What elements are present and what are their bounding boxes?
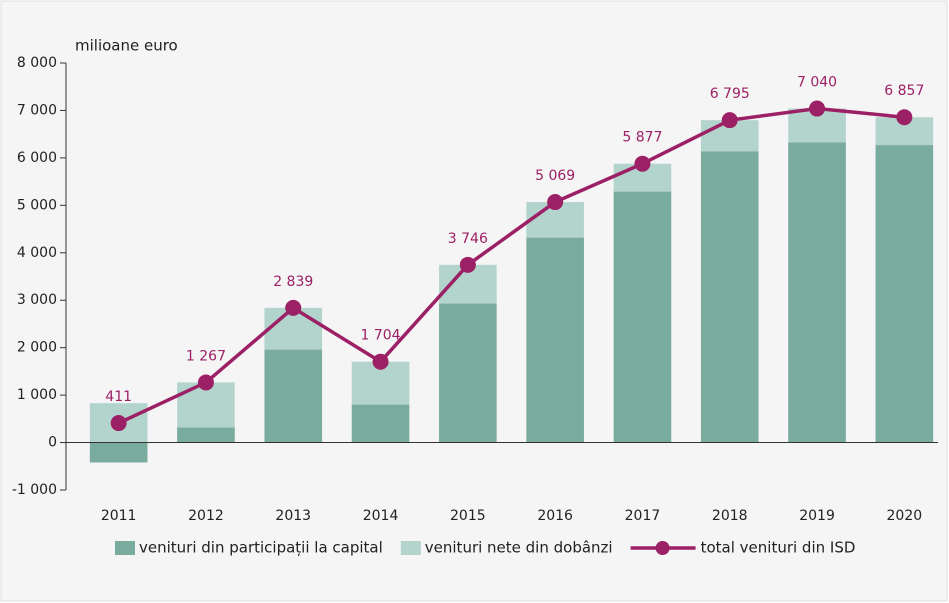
y-tick-label: -1 000 — [12, 482, 57, 498]
bar — [439, 303, 497, 443]
x-tick-label: 2011 — [101, 508, 137, 524]
marker — [285, 299, 302, 316]
x-tick-label: 2018 — [712, 508, 748, 524]
legend-swatch — [115, 541, 135, 555]
y-tick-label: 2 000 — [17, 340, 57, 356]
y-axis-label: milioane euro — [75, 37, 178, 55]
x-tick-label: 2013 — [275, 508, 311, 524]
x-tick-label: 2016 — [537, 508, 573, 524]
legend-label: venituri nete din dobânzi — [425, 539, 613, 557]
marker — [459, 256, 476, 273]
bar — [526, 237, 584, 443]
x-tick-label: 2014 — [363, 508, 399, 524]
data-label: 6 795 — [710, 86, 750, 102]
data-label: 1 267 — [186, 348, 226, 364]
data-label: 6 857 — [884, 83, 924, 99]
data-label: 5 877 — [622, 130, 662, 146]
legend-marker — [655, 541, 670, 555]
legend-swatch — [400, 541, 421, 555]
data-label: 2 839 — [273, 274, 313, 290]
bar — [875, 145, 934, 443]
marker — [809, 100, 826, 117]
marker — [634, 155, 651, 172]
y-tick-label: 0 — [48, 435, 57, 451]
data-label: 411 — [105, 389, 132, 405]
data-label: 3 746 — [448, 231, 488, 247]
marker — [197, 374, 214, 391]
data-label: 1 704 — [361, 328, 401, 344]
x-tick-label: 2012 — [188, 508, 224, 524]
x-tick-label: 2015 — [450, 508, 486, 524]
marker — [110, 415, 127, 432]
y-tick-label: 5 000 — [17, 197, 57, 213]
data-label: 7 040 — [797, 75, 837, 91]
y-tick-label: 3 000 — [17, 292, 57, 308]
y-tick-label: 6 000 — [17, 150, 57, 166]
x-tick-label: 2017 — [625, 508, 661, 524]
y-tick-label: 7 000 — [17, 102, 57, 118]
x-tick-label: 2019 — [799, 508, 835, 524]
data-label: 5 069 — [535, 168, 575, 184]
bar — [788, 142, 846, 443]
y-tick-label: 1 000 — [17, 387, 57, 403]
marker — [547, 194, 564, 211]
marker — [372, 353, 389, 370]
legend-label: venituri din participații la capital — [139, 539, 383, 557]
y-tick-label: 4 000 — [17, 245, 57, 261]
line — [117, 106, 905, 425]
y-tick-label: 8 000 — [17, 55, 57, 71]
bar — [700, 151, 759, 443]
bar — [264, 349, 323, 443]
marker — [896, 109, 913, 126]
legend-label: total venituri din ISD — [701, 539, 856, 557]
bar — [89, 442, 148, 463]
bar — [177, 427, 235, 443]
bar — [613, 191, 672, 443]
bar — [351, 404, 410, 443]
x-tick-label: 2020 — [887, 508, 923, 524]
marker — [721, 112, 738, 129]
